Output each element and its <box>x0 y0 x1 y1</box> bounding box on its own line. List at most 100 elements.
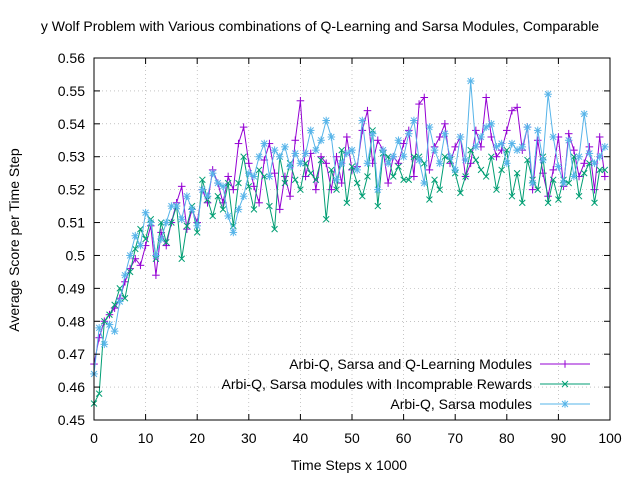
marker-stroke <box>518 199 526 207</box>
x-tick-label: 100 <box>598 430 622 446</box>
marker-stroke <box>405 176 413 184</box>
marker-stroke <box>477 133 485 141</box>
data-point <box>224 179 232 187</box>
data-point <box>441 153 449 161</box>
marker-stroke <box>95 390 103 397</box>
marker-stroke <box>260 140 268 147</box>
marker-stroke <box>209 169 216 177</box>
data-point <box>168 219 175 226</box>
data-point <box>523 123 532 131</box>
data-point <box>482 93 490 102</box>
marker-stroke <box>488 120 495 128</box>
marker-stroke <box>214 192 222 200</box>
marker-stroke <box>565 179 573 187</box>
data-point <box>528 179 537 187</box>
marker-stroke <box>400 153 407 161</box>
data-point <box>508 106 516 115</box>
data-point <box>503 146 511 154</box>
data-point <box>234 139 243 148</box>
marker-stroke <box>137 225 144 233</box>
data-point <box>172 202 181 210</box>
marker-stroke <box>162 238 170 246</box>
data-point <box>364 173 371 180</box>
data-point <box>513 103 521 112</box>
data-point <box>317 152 325 161</box>
marker-stroke <box>147 219 155 226</box>
data-point <box>343 133 351 141</box>
marker-stroke <box>338 146 345 154</box>
marker-stroke <box>255 153 263 161</box>
data-point <box>275 205 284 214</box>
marker-stroke <box>549 176 557 184</box>
legend-entry-1: Arbi-Q, Sarsa and Q-Learning Modules <box>289 356 590 372</box>
marker-stroke <box>260 173 268 180</box>
data-point <box>488 153 495 161</box>
data-point <box>425 123 434 131</box>
marker-stroke <box>121 294 129 302</box>
marker-stroke <box>415 156 423 164</box>
marker-stroke <box>116 285 124 292</box>
data-point <box>208 169 217 177</box>
marker-stroke <box>343 150 351 157</box>
marker-stroke <box>188 206 196 213</box>
data-point <box>291 136 300 145</box>
data-point <box>286 162 294 171</box>
marker-stroke <box>534 127 542 134</box>
marker-stroke <box>322 215 330 223</box>
marker-stroke <box>328 166 335 174</box>
data-point <box>472 126 480 135</box>
marker-stroke <box>126 268 134 276</box>
marker-stroke <box>518 143 526 151</box>
data-point <box>497 139 506 148</box>
marker-stroke <box>131 245 139 253</box>
data-point <box>162 238 170 246</box>
marker-stroke <box>266 202 273 210</box>
data-point <box>270 169 279 177</box>
marker-stroke <box>286 163 294 170</box>
data-point <box>441 120 449 128</box>
x-tick-label: 70 <box>447 430 463 446</box>
data-point <box>301 149 310 158</box>
x-tick-label: 30 <box>241 430 257 446</box>
y-tick-label: 0.45 <box>58 412 85 428</box>
data-point <box>131 231 140 240</box>
data-point <box>559 179 568 187</box>
marker-stroke <box>250 173 258 180</box>
data-point <box>271 225 278 233</box>
marker-stroke <box>467 146 474 154</box>
marker-stroke <box>199 186 206 193</box>
marker-stroke <box>291 150 299 157</box>
data-point <box>121 277 129 286</box>
data-point <box>446 152 454 161</box>
y-tick-label: 0.48 <box>58 313 85 329</box>
marker-stroke <box>266 173 273 180</box>
data-point <box>420 93 429 102</box>
data-point <box>162 218 171 227</box>
data-point <box>394 136 403 145</box>
data-point <box>250 172 258 181</box>
data-point <box>265 172 274 181</box>
data-point <box>302 159 309 167</box>
marker-stroke <box>359 117 366 124</box>
data-point <box>110 327 119 335</box>
marker-stroke <box>157 235 165 243</box>
data-point <box>157 219 165 226</box>
marker-stroke <box>524 123 531 131</box>
marker-stroke <box>353 166 361 174</box>
marker-stroke <box>106 321 113 328</box>
data-point <box>466 77 475 85</box>
data-point <box>363 106 372 115</box>
data-point <box>379 146 387 154</box>
data-point <box>239 192 248 201</box>
marker-stroke <box>462 173 469 180</box>
marker-stroke <box>508 192 516 200</box>
marker-stroke <box>348 163 356 170</box>
marker-stroke <box>142 235 149 243</box>
marker-stroke <box>601 143 609 151</box>
data-point <box>106 311 113 319</box>
data-point <box>601 143 609 151</box>
data-point <box>564 136 573 145</box>
data-point <box>203 192 212 201</box>
data-point <box>219 206 227 213</box>
data-point <box>570 153 578 161</box>
